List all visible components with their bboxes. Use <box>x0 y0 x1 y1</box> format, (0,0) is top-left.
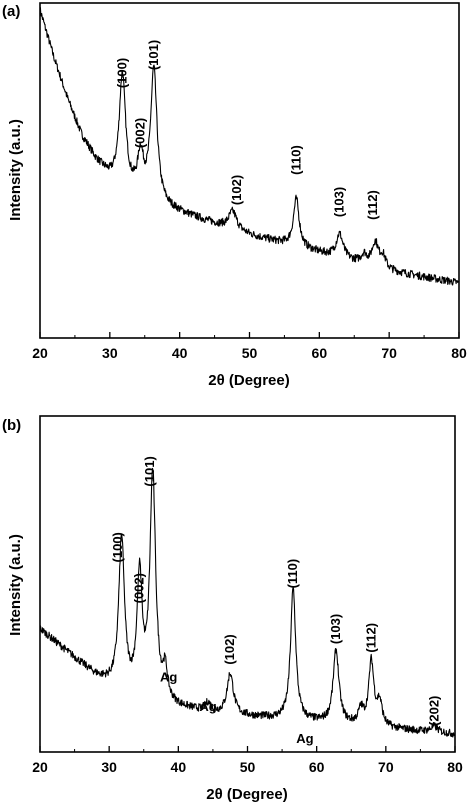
panel-b-ticks <box>39 746 456 752</box>
x-tick-label: 70 <box>381 345 397 361</box>
x-tick-label: 30 <box>102 345 118 361</box>
x-tick-label: 20 <box>32 345 48 361</box>
x-tick-label: 30 <box>101 759 117 775</box>
peak-annotation: (112) <box>363 623 378 653</box>
panel-b-frame <box>39 415 456 753</box>
panel-b-label: (b) <box>2 417 21 434</box>
peak-annotation: Ag <box>296 731 313 746</box>
panel-a-tick-labels: 20 30 40 50 60 70 80 <box>32 345 467 361</box>
peak-annotation: (100) <box>110 532 125 562</box>
peak-annotation: (110) <box>288 145 303 175</box>
panel-a-frame <box>39 2 460 339</box>
x-tick-label: 60 <box>309 759 325 775</box>
peak-annotation: (112) <box>365 190 380 220</box>
peak-annotation: (102) <box>222 634 237 664</box>
peak-annotation: (110) <box>285 559 300 589</box>
x-tick-label: 50 <box>242 345 258 361</box>
panel-b-annotations: (100) (002) (101) Ag Ag (102) Ag (110) (103) (112… <box>110 456 441 746</box>
panel-b: (b) 20 30 40 50 60 70 80 (100)(002)(101)AgAg(1… <box>2 415 463 803</box>
peak-annotation: (100) <box>114 58 129 88</box>
panel-a-label: (a) <box>2 3 20 20</box>
panel-a-annotations: (100) (002) (101) (102) (110) (103) (112) <box>114 40 380 220</box>
peak-annotation: Ag <box>160 670 177 685</box>
peak-annotation: Ag <box>199 699 216 714</box>
x-tick-label: 80 <box>451 345 467 361</box>
x-tick-label: 40 <box>172 345 188 361</box>
panel-b-tick-labels: 20 30 40 50 60 70 80 <box>32 759 463 775</box>
peak-annotation: (002) <box>132 573 147 603</box>
x-tick-label: 70 <box>378 759 394 775</box>
peak-annotation: (002) <box>133 118 148 148</box>
peak-annotation: (103) <box>332 187 347 217</box>
panel-a: (a) 20 30 40 50 60 70 80 (100)(002)(101)(102)(… <box>2 2 467 389</box>
panel-a-xrd-trace <box>39 7 460 286</box>
panel-b-x-axis-title: 2θ (Degree) <box>206 786 287 803</box>
x-tick-label: 50 <box>240 759 256 775</box>
panel-a-y-axis-title: Intensity (a.u.) <box>7 119 24 221</box>
peak-annotation: (103) <box>328 614 343 644</box>
peak-annotation: (101) <box>142 456 157 486</box>
x-tick-label: 20 <box>32 759 48 775</box>
x-tick-label: 60 <box>312 345 328 361</box>
panel-a-ticks <box>39 332 460 338</box>
peak-annotation: (202) <box>426 696 441 726</box>
panel-b-y-axis-title: Intensity (a.u.) <box>7 534 24 636</box>
x-tick-label: 80 <box>447 759 463 775</box>
panel-a-x-axis-title: 2θ (Degree) <box>208 372 289 389</box>
peak-annotation: (101) <box>146 40 161 70</box>
peak-annotation: (102) <box>229 175 244 205</box>
x-tick-label: 40 <box>171 759 187 775</box>
panel-b-xrd-trace <box>39 467 456 738</box>
